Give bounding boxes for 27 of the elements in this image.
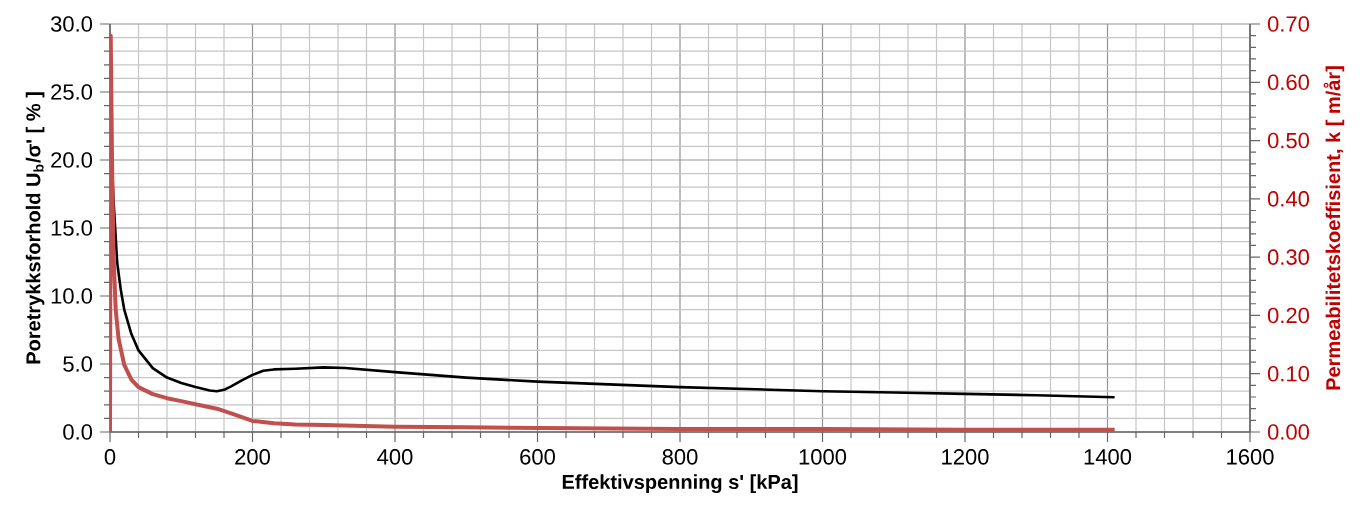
y-axis-title: Poretrykksforhold U$_{b}$/σ' [ % ] (25, 92, 45, 364)
y2-tick-label: 0.10 (1267, 365, 1310, 382)
y2-tick-label: 0.40 (1267, 191, 1310, 207)
x-tick-label: 200 (235, 449, 270, 465)
x-tick-label: 400 (377, 449, 413, 465)
x-tick-label: 1400 (1084, 449, 1132, 465)
y-tick-label: 0.0 (63, 424, 93, 440)
y-tick-label: 15.0 (51, 220, 93, 236)
y2-tick-label: 0.70 (1267, 16, 1310, 32)
y-tick-label: 10.0 (51, 288, 93, 304)
y2-tick-label: 0.20 (1267, 307, 1310, 324)
x-tick-label: 1000 (799, 449, 847, 465)
y2-tick-label: 0.50 (1267, 132, 1310, 149)
y-tick-label: 5.0 (63, 356, 93, 372)
y2-tick-label: 0.00 (1267, 424, 1310, 440)
x-axis-title: Effektivspenning s' [kPa] (562, 474, 798, 494)
y-tick-label: 25.0 (51, 84, 93, 100)
y2-axis-title: Permeabilitetskoeffisient, k [ m/år] (1323, 66, 1345, 390)
x-tick-label: 600 (520, 449, 555, 465)
y2-tick-label: 0.60 (1267, 74, 1310, 91)
x-tick-label: 800 (662, 449, 698, 465)
x-tick-label: 0 (104, 449, 116, 465)
y-tick-label: 30.0 (50, 16, 93, 32)
y2-tick-label: 0.30 (1267, 249, 1310, 265)
y-tick-label: 20.0 (51, 152, 93, 168)
x-tick-label: 1600 (1227, 449, 1274, 465)
x-tick-label: 1200 (942, 449, 989, 465)
